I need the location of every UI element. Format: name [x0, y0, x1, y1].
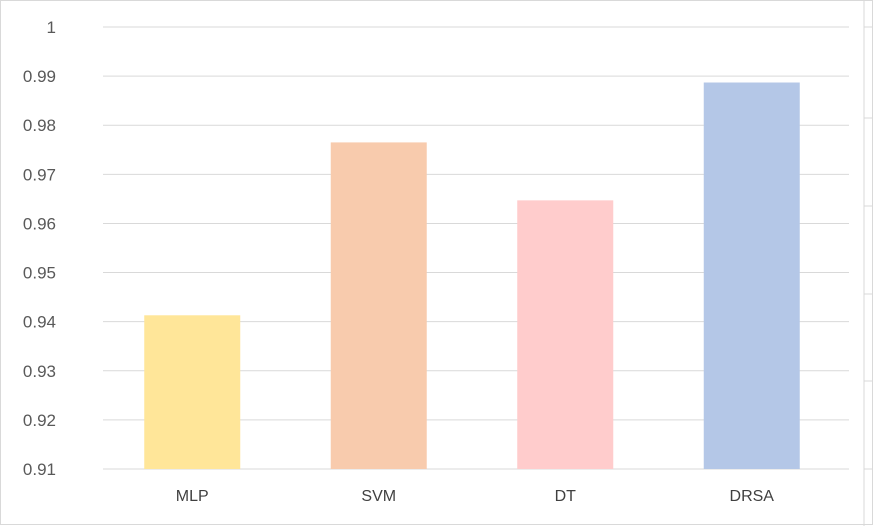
bar-drsa [703, 82, 800, 470]
x-axis-categories: MLP SVM DT DRSA [176, 488, 775, 505]
y-tick-label: 0.99 [23, 67, 56, 86]
bar-dt [517, 200, 614, 469]
bars [144, 82, 800, 470]
x-category-label: DRSA [730, 488, 775, 505]
x-category-label: DT [555, 488, 577, 505]
y-tick-label: 0.97 [23, 165, 56, 184]
y-tick-label: 0.93 [23, 362, 56, 381]
y-tick-label: 0.96 [23, 214, 56, 233]
y-axis-ticks: 0.91 0.92 0.93 0.94 0.95 0.96 0.97 0.98 0.99 1 [23, 18, 56, 479]
bar-svm [330, 142, 427, 469]
bar-mlp [144, 315, 241, 469]
y-tick-label: 0.95 [23, 264, 56, 283]
x-category-label: MLP [176, 488, 209, 505]
x-category-label: SVM [361, 488, 396, 505]
y-tick-label: 0.91 [23, 460, 56, 479]
y-tick-label: 0.98 [23, 116, 56, 135]
y-tick-label: 1 [47, 18, 56, 37]
y-tick-label: 0.92 [23, 411, 56, 430]
y-tick-label: 0.94 [23, 313, 56, 332]
